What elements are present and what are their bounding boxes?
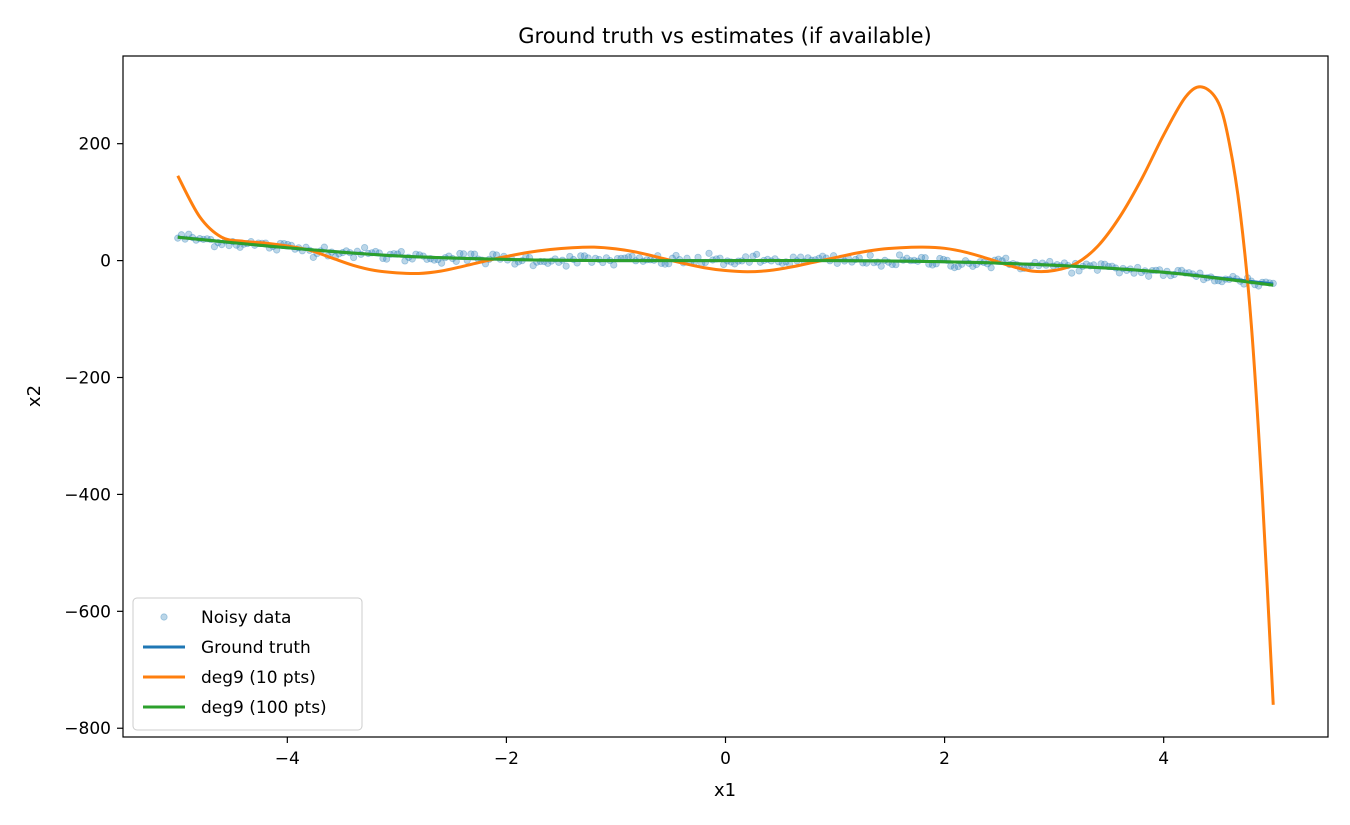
chart-title: Ground truth vs estimates (if available) (518, 24, 931, 48)
scatter-point (753, 250, 761, 258)
x-tick-label: −2 (494, 749, 519, 769)
legend-box (132, 597, 363, 731)
line-deg9-100-pts (177, 235, 1274, 287)
scatter-point (1002, 254, 1010, 262)
scatter-point (1145, 272, 1153, 280)
scatter-point (459, 250, 468, 258)
scatter-point (529, 262, 537, 270)
scatter-point (437, 259, 446, 267)
legend-label: Noisy data (201, 608, 291, 628)
x-tick-label: 4 (1158, 749, 1169, 769)
axes: −4 −2 0 2 4 200 0 −200 −400 −600 −800 (64, 55, 1329, 769)
scatter-point (210, 243, 219, 251)
scatter-point (1068, 269, 1076, 277)
x-tick-label: −4 (275, 749, 300, 769)
scatter-point (456, 249, 464, 258)
scatter-point (950, 264, 959, 272)
y-tick-label: 200 (79, 135, 111, 155)
y-tick-label: −800 (64, 719, 111, 739)
line-deg9-10-pts (176, 85, 1275, 705)
y-tick-label: −400 (64, 485, 111, 505)
x-tick-label: 0 (720, 749, 731, 769)
series-group (174, 85, 1277, 705)
scatter-point (877, 262, 885, 270)
scatter-point (489, 250, 497, 258)
scatter-point (672, 251, 680, 260)
scatter-point (895, 251, 904, 259)
scatter-point (350, 253, 358, 262)
scatter-point (397, 247, 405, 256)
legend-label: deg9 (10 pts) (201, 668, 316, 688)
legend-marker (160, 613, 168, 621)
y-tick-label: −600 (64, 602, 111, 622)
plot-area (174, 85, 1277, 705)
y-tick-label: 0 (100, 252, 111, 272)
scatter-point (309, 253, 317, 261)
scatter-point (705, 249, 713, 257)
legend-label: Ground truth (201, 638, 311, 658)
scatter-point (866, 251, 874, 259)
legend: Noisy data Ground truth deg9 (10 pts) deg9 … (132, 597, 363, 731)
x-axis-label: x1 (714, 780, 736, 801)
y-tick-label: −200 (64, 369, 111, 389)
x-tick-label: 2 (939, 749, 950, 769)
legend-label: deg9 (100 pts) (201, 698, 327, 718)
scatter-point (610, 261, 618, 269)
y-axis-label: x2 (24, 385, 45, 407)
scatter-point (361, 243, 369, 252)
scatter-point (987, 264, 995, 272)
scatter-point (562, 262, 570, 270)
